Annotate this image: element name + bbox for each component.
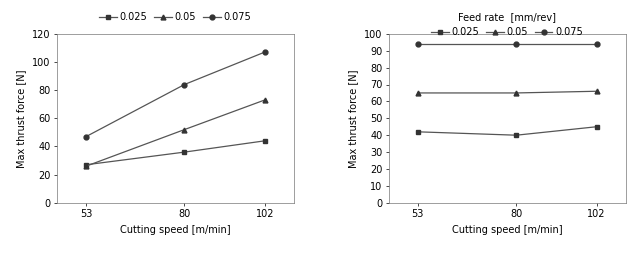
X-axis label: Cutting speed [m/min]: Cutting speed [m/min] <box>452 225 562 235</box>
0.05 <box>593 90 600 93</box>
0.075 <box>513 42 520 46</box>
0.05 <box>261 99 269 102</box>
0.025 <box>82 163 90 166</box>
0.05 <box>513 92 520 95</box>
0.05 <box>82 165 90 168</box>
Legend: 0.025, 0.05, 0.075: 0.025, 0.05, 0.075 <box>427 8 587 41</box>
0.075 <box>593 42 600 46</box>
0.075 <box>82 135 90 138</box>
X-axis label: Cutting speed [m/min]: Cutting speed [m/min] <box>120 225 231 235</box>
0.05 <box>181 128 188 131</box>
Y-axis label: Max thrust force [N]: Max thrust force [N] <box>348 69 358 167</box>
Line: 0.025: 0.025 <box>83 138 267 167</box>
0.075 <box>261 50 269 54</box>
0.025 <box>414 130 422 133</box>
0.025 <box>593 125 600 128</box>
Y-axis label: Max thrust force [N]: Max thrust force [N] <box>16 69 27 167</box>
Line: 0.05: 0.05 <box>415 89 599 95</box>
0.025 <box>261 139 269 142</box>
0.075 <box>414 42 422 46</box>
Legend: 0.025, 0.05, 0.075: 0.025, 0.05, 0.075 <box>95 8 255 26</box>
Line: 0.075: 0.075 <box>415 42 599 46</box>
Line: 0.075: 0.075 <box>83 50 267 139</box>
0.025 <box>513 134 520 137</box>
Line: 0.025: 0.025 <box>415 124 599 138</box>
0.075 <box>181 83 188 86</box>
0.025 <box>181 151 188 154</box>
0.05 <box>414 92 422 95</box>
Line: 0.05: 0.05 <box>83 98 267 169</box>
